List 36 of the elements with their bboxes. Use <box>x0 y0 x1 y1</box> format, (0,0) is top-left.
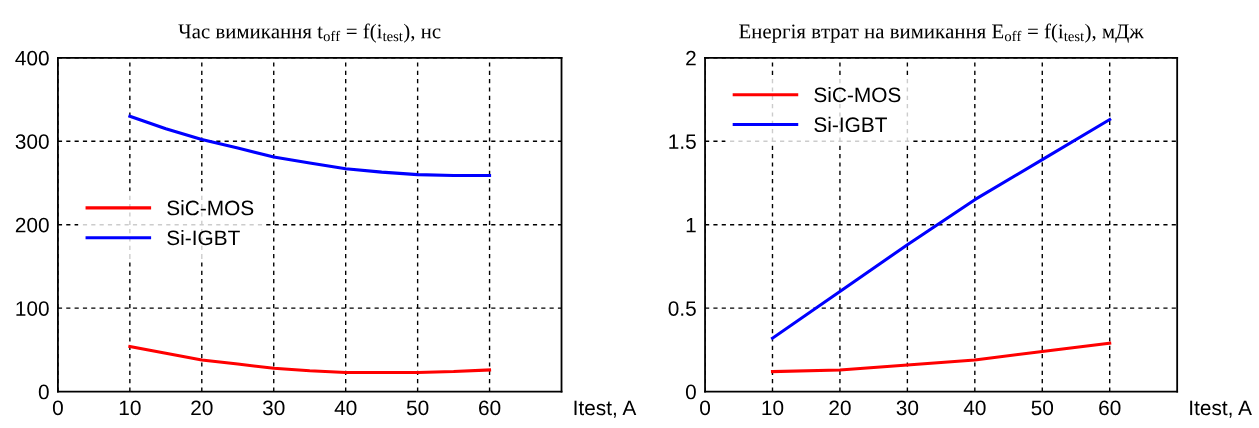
x-tick-label: 0 <box>52 400 63 416</box>
x-axis-title: Itest, A <box>1190 400 1252 418</box>
x-tick-label: 60 <box>479 400 501 416</box>
x-tick-label: 30 <box>262 400 285 416</box>
legend-label: SiC-MOS <box>814 86 901 103</box>
y-tick-label: 1 <box>686 217 696 233</box>
legend-label: Si-IGBT <box>814 116 887 133</box>
x-tick-label: 0 <box>700 400 711 416</box>
y-tick-label: 1.5 <box>669 134 696 149</box>
y-tick-label: 400 <box>15 50 49 66</box>
y-tick-label: 0.5 <box>668 301 696 316</box>
legend-label: Si-IGBT <box>167 229 240 246</box>
y-tick-label: 100 <box>16 301 49 316</box>
y-tick-label: 0 <box>685 384 696 400</box>
x-tick-label: 10 <box>119 400 141 416</box>
x-tick-label: 30 <box>896 400 919 416</box>
x-tick-label: 50 <box>406 400 429 416</box>
x-tick-label: 20 <box>191 400 213 416</box>
x-tick-label: 40 <box>334 400 357 416</box>
line-series <box>770 341 1112 374</box>
x-tick-label: 60 <box>1099 400 1121 416</box>
chart-title: Енергія втрат на вимикання E$_{off}$ = f(i$_{test}$), мДж <box>739 23 1144 43</box>
x-tick-label: 40 <box>963 400 986 416</box>
y-tick-label: 2 <box>686 50 696 66</box>
line-series <box>128 114 492 177</box>
x-tick-label: 50 <box>1031 400 1054 416</box>
x-axis-title: Itest, A <box>574 400 637 418</box>
y-tick-label: 300 <box>15 134 49 149</box>
chart-title: Час вимикання t$_{off}$ = f(i$_{test}$), нс <box>178 23 441 43</box>
y-tick-label: 200 <box>15 217 49 233</box>
y-tick-label: 0 <box>38 384 49 400</box>
legend-label: SiC-MOS <box>167 200 254 216</box>
line-series <box>770 118 1112 340</box>
line-series <box>128 345 492 374</box>
x-tick-label: 20 <box>829 400 851 416</box>
x-tick-label: 10 <box>762 400 784 416</box>
